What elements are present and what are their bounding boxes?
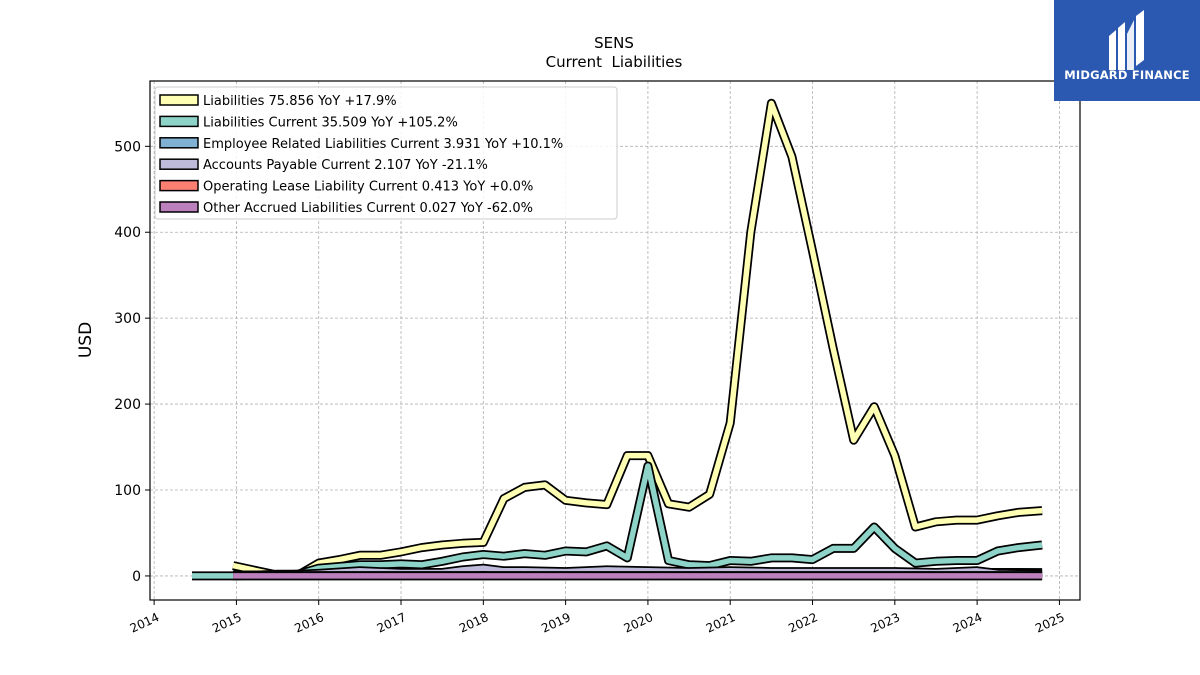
legend-swatch xyxy=(159,158,199,170)
legend-swatch xyxy=(159,179,199,192)
x-tick-label: 2014 xyxy=(128,610,162,636)
y-tick-label: 400 xyxy=(114,225,141,241)
y-tick-label: 0 xyxy=(132,569,141,585)
legend-entry: Liabilities 75.856 YoY +17.9% xyxy=(203,94,397,109)
legend-entry: Other Accrued Liabilities Current 0.027 … xyxy=(203,201,533,216)
chart-subtitle: Current Liabilities xyxy=(546,53,683,71)
legend-entry: Accounts Payable Current 2.107 YoY -21.1… xyxy=(203,158,488,173)
legend-swatch xyxy=(159,94,199,106)
legend-swatch xyxy=(159,115,199,128)
x-tick-label: 2019 xyxy=(539,610,573,636)
brand-name: MIDGARD FINANCE xyxy=(1064,68,1190,82)
legend-entry: Liabilities Current 35.509 YoY +105.2% xyxy=(203,115,458,130)
x-tick-label: 2017 xyxy=(375,610,409,636)
x-tick-label: 2021 xyxy=(704,610,738,636)
legend: Liabilities 75.856 YoY +17.9% Liabilities… xyxy=(154,86,618,220)
logo-mark-icon xyxy=(1109,10,1144,70)
legend-swatch xyxy=(159,201,199,213)
x-tick-label: 2020 xyxy=(622,610,656,636)
y-tick-label: 200 xyxy=(114,397,141,413)
x-tick-label: 2016 xyxy=(292,610,326,636)
x-tick-label: 2024 xyxy=(951,610,985,636)
legend-box xyxy=(154,86,618,220)
y-tick-label: 300 xyxy=(114,311,141,327)
y-tick-label: 500 xyxy=(114,139,141,155)
series-layer xyxy=(192,98,1043,581)
y-axis-label: USD xyxy=(76,322,96,358)
legend-entry: Employee Related Liabilities Current 3.9… xyxy=(203,137,563,152)
legend-swatch xyxy=(159,137,199,149)
series-line-liabilities xyxy=(232,100,1043,578)
x-tick-label: 2025 xyxy=(1033,610,1067,636)
y-tick-label: 100 xyxy=(114,483,141,499)
x-tick-label: 2022 xyxy=(786,610,820,636)
plot-frame xyxy=(149,80,1081,601)
x-tick-label: 2018 xyxy=(457,610,491,636)
legend-entry: Operating Lease Liability Current 0.413 … xyxy=(203,180,533,195)
x-tick-label: 2015 xyxy=(210,610,244,636)
brand-logo: MIDGARD FINANCE xyxy=(1054,0,1200,101)
series-line-liabilities-current xyxy=(192,463,1043,579)
chart-title: SENS xyxy=(594,34,634,52)
x-tick-label: 2023 xyxy=(868,610,902,636)
